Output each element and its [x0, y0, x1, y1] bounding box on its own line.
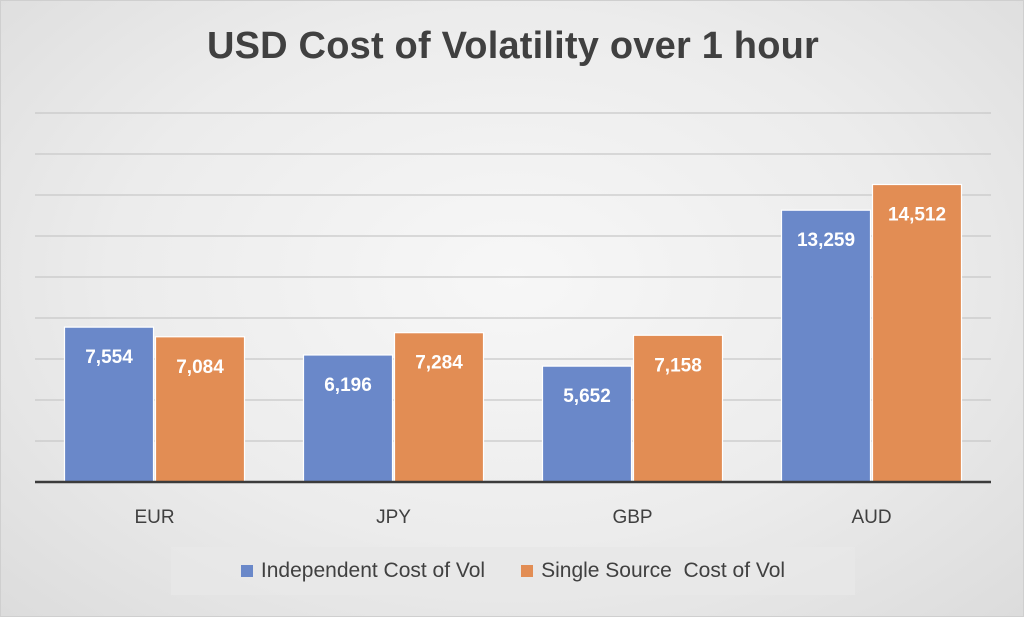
bar-independent-gbp — [541, 365, 633, 483]
data-label-single-source-jpy: 7,284 — [415, 353, 463, 374]
bar-single-source-eur — [154, 336, 246, 483]
bar-independent-jpy — [302, 354, 394, 483]
data-label-single-source-gbp: 7,158 — [654, 355, 702, 376]
legend-item-independent: Independent Cost of Vol — [240, 559, 486, 583]
data-label-independent-gbp: 5,652 — [563, 386, 611, 407]
bar-independent-eur — [63, 326, 155, 483]
legend-label-independent: Independent Cost of Vol — [260, 559, 486, 582]
legend-swatch-independent — [240, 565, 253, 577]
category-label-gbp: GBP — [612, 507, 652, 528]
category-label-aud: AUD — [851, 507, 891, 528]
bar-single-source-jpy — [393, 332, 485, 483]
bar-single-source-aud — [871, 183, 963, 483]
data-label-single-source-eur: 7,084 — [176, 357, 224, 378]
chart-title: USD Cost of Volatility over 1 hour — [206, 25, 820, 67]
data-label-independent-aud: 13,259 — [797, 230, 855, 251]
data-label-independent-eur: 7,554 — [85, 347, 133, 368]
legend: Independent Cost of Vol Single Source Co… — [171, 547, 855, 595]
data-label-single-source-aud: 14,512 — [888, 205, 946, 226]
legend-item-single-source: Single Source Cost of Vol — [521, 559, 785, 583]
legend-swatch-single-source — [521, 565, 534, 577]
data-label-independent-jpy: 6,196 — [324, 375, 372, 396]
category-label-jpy: JPY — [376, 507, 411, 528]
category-label-eur: EUR — [134, 507, 174, 528]
legend-label-single-source: Single Source Cost of Vol — [541, 559, 786, 582]
